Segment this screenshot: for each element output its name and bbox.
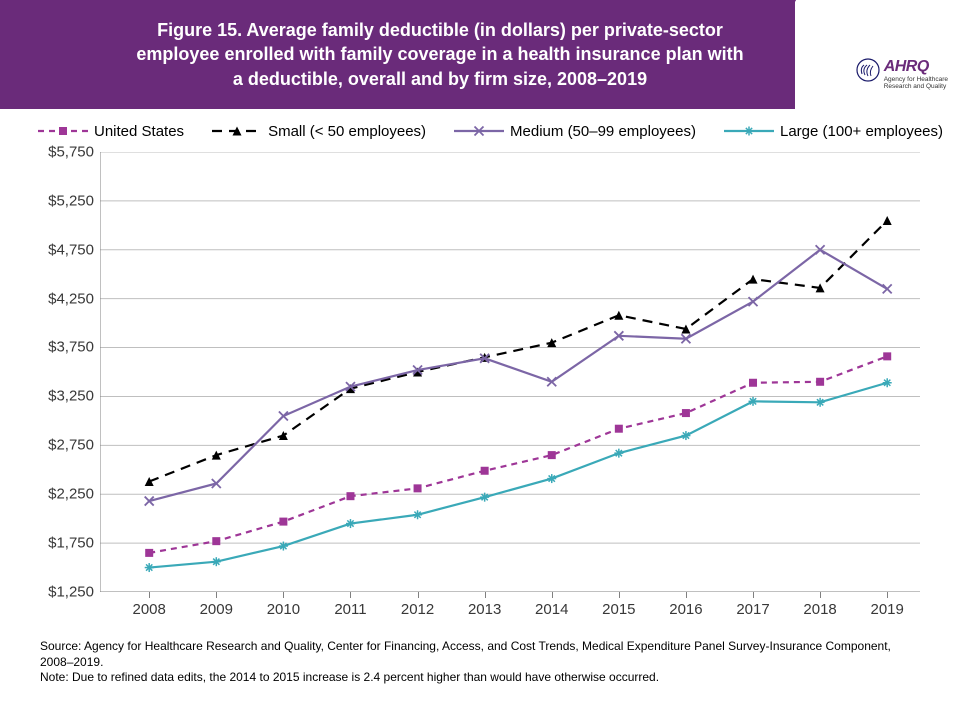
series-medium bbox=[145, 245, 892, 505]
chart-svg bbox=[100, 152, 920, 592]
legend-item-large: Large (100+ employees) bbox=[724, 123, 943, 140]
logo-text: AHRQ Agency for Healthcare Research and … bbox=[884, 58, 948, 90]
legend-swatch-icon bbox=[212, 123, 262, 139]
hhs-icon bbox=[856, 58, 880, 82]
legend-swatch-icon bbox=[38, 123, 88, 139]
legend-label: Small (< 50 employees) bbox=[268, 123, 426, 140]
footnote-source: Source: Agency for Healthcare Research a… bbox=[40, 639, 920, 670]
legend-label: Medium (50–99 employees) bbox=[510, 123, 696, 140]
legend-item-medium: Medium (50–99 employees) bbox=[454, 123, 696, 140]
x-axis-tick-label: 2017 bbox=[736, 601, 769, 618]
x-axis-tick-label: 2012 bbox=[401, 601, 434, 618]
y-axis-tick-label: $1,750 bbox=[30, 535, 94, 552]
title-line-1: Figure 15. Average family deductible (in… bbox=[157, 20, 723, 40]
legend-label: United States bbox=[94, 123, 184, 140]
x-axis-tick-label: 2010 bbox=[267, 601, 300, 618]
title-line-3: a deductible, overall and by firm size, … bbox=[233, 69, 647, 89]
y-axis-tick-label: $4,750 bbox=[30, 241, 94, 258]
legend-item-us: United States bbox=[38, 123, 184, 140]
figure-title: Figure 15. Average family deductible (in… bbox=[80, 18, 800, 91]
legend-swatch-icon bbox=[454, 123, 504, 139]
x-axis-tick-label: 2019 bbox=[871, 601, 904, 618]
x-axis-tick-label: 2009 bbox=[200, 601, 233, 618]
x-axis-tick-label: 2013 bbox=[468, 601, 501, 618]
y-axis-tick-label: $2,250 bbox=[30, 486, 94, 503]
logo-brand: AHRQ bbox=[884, 58, 948, 76]
x-axis-tick-label: 2015 bbox=[602, 601, 635, 618]
x-axis-tick-label: 2008 bbox=[133, 601, 166, 618]
y-axis-tick-label: $4,250 bbox=[30, 290, 94, 307]
figure-header: Figure 15. Average family deductible (in… bbox=[0, 0, 960, 109]
x-axis-tick-label: 2014 bbox=[535, 601, 568, 618]
y-axis-tick-label: $2,750 bbox=[30, 437, 94, 454]
chart-legend: United States Small (< 50 employees) Mediu… bbox=[0, 109, 960, 146]
logo-circle bbox=[795, 0, 960, 109]
x-axis-tick-label: 2011 bbox=[334, 601, 366, 618]
y-axis-tick-label: $1,250 bbox=[30, 583, 94, 600]
logo-sub-2: Research and Quality bbox=[884, 83, 948, 90]
y-axis-tick-label: $3,250 bbox=[30, 388, 94, 405]
footnote-note: Note: Due to refined data edits, the 201… bbox=[40, 670, 920, 686]
y-axis-tick-label: $5,750 bbox=[30, 143, 94, 160]
chart-plot-area: $1,250$1,750$2,250$2,750$3,250$3,750$4,2… bbox=[100, 152, 920, 592]
x-axis-tick-label: 2016 bbox=[669, 601, 702, 618]
series-us bbox=[145, 352, 891, 557]
logo-area: AHRQ Agency for Healthcare Research and … bbox=[795, 0, 960, 109]
legend-label: Large (100+ employees) bbox=[780, 123, 943, 140]
legend-item-small: Small (< 50 employees) bbox=[212, 123, 426, 140]
x-axis-tick-label: 2018 bbox=[803, 601, 836, 618]
legend-swatch-icon bbox=[724, 123, 774, 139]
logo-sub-1: Agency for Healthcare bbox=[884, 76, 948, 83]
title-line-2: employee enrolled with family coverage i… bbox=[136, 44, 743, 64]
y-axis-tick-label: $5,250 bbox=[30, 192, 94, 209]
footnotes: Source: Agency for Healthcare Research a… bbox=[40, 639, 920, 686]
y-axis-tick-label: $3,750 bbox=[30, 339, 94, 356]
